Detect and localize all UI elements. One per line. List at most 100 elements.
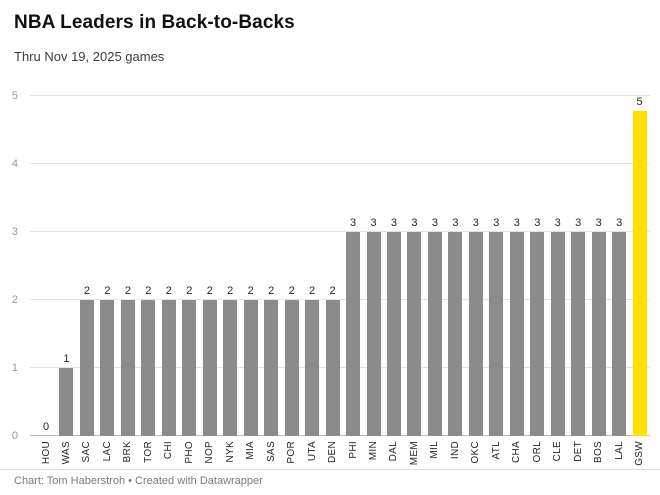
bar-group-phi: 3 PHI — [343, 96, 363, 466]
x-axis-label-brk: BRK — [122, 441, 134, 463]
y-axis: 0 1 2 3 4 5 — [0, 90, 26, 442]
gridline-3 — [30, 231, 650, 232]
x-axis-label-lac: LAC — [101, 441, 113, 462]
bar-group-lac: 2 LAC — [97, 96, 117, 466]
bar-column: 3 — [427, 96, 442, 436]
value-label-cle: 3 — [554, 217, 561, 229]
value-label-lac: 2 — [104, 285, 111, 297]
x-axis-label-chi: CHI — [163, 441, 175, 460]
bar-chart-plot: 0 HOU 1 WAS 2 SAC 2 LAC 2 BRK 2 TOR 2 CHI 2 PHO 2 NOP 2 NYK… — [30, 95, 650, 466]
gridline-0 — [30, 435, 650, 436]
value-label-was: 1 — [63, 353, 70, 365]
bar-pho — [182, 300, 197, 436]
bar-brk — [120, 300, 135, 436]
bar-group-okc: 3 OKC — [466, 96, 486, 466]
bar-gsw — [632, 111, 647, 436]
x-axis-label-mia: MIA — [245, 441, 257, 460]
value-label-por: 2 — [288, 285, 295, 297]
value-label-sac: 2 — [83, 285, 90, 297]
bar-column: 2 — [182, 96, 197, 436]
bar-group-por: 2 POR — [282, 96, 302, 466]
bar-orl — [530, 232, 545, 436]
value-label-brk: 2 — [124, 285, 131, 297]
bar-column: 2 — [161, 96, 176, 436]
x-axis-label-dal: DAL — [388, 441, 400, 462]
x-axis-label-bos: BOS — [593, 441, 605, 464]
bar-cle — [550, 232, 565, 436]
bar-lal — [612, 232, 627, 436]
gridline-5 — [30, 95, 650, 96]
bar-column: 2 — [202, 96, 217, 436]
bar-group-hou: 0 HOU — [36, 96, 56, 466]
value-label-mil: 3 — [431, 217, 438, 229]
bar-den — [325, 300, 340, 436]
bar-por — [284, 300, 299, 436]
bar-group-brk: 2 BRK — [118, 96, 138, 466]
value-label-chi: 2 — [165, 285, 172, 297]
x-axis-label-mem: MEM — [408, 441, 420, 466]
bar-group-lal: 3 LAL — [609, 96, 629, 466]
y-tick-label-2: 2 — [11, 294, 18, 306]
x-axis-label-uta: UTA — [306, 441, 318, 462]
bar-was — [59, 368, 74, 436]
bar-column: 2 — [79, 96, 94, 436]
x-axis-label-okc: OKC — [470, 441, 482, 464]
value-label-det: 3 — [575, 217, 582, 229]
x-axis-label-min: MIN — [368, 441, 379, 461]
y-tick-label-3: 3 — [11, 226, 18, 238]
bar-group-nyk: 2 NYK — [220, 96, 240, 466]
bar-mem — [407, 232, 422, 436]
bar-column: 2 — [141, 96, 156, 436]
value-label-hou: 0 — [42, 421, 50, 433]
value-label-phi: 3 — [349, 217, 357, 229]
bar-nyk — [223, 300, 238, 436]
value-label-cha: 3 — [513, 217, 520, 229]
value-label-atl: 3 — [493, 217, 500, 229]
value-label-sas: 2 — [268, 285, 275, 297]
bar-group-mia: 2 MIA — [241, 96, 261, 466]
gridline-2 — [30, 299, 650, 300]
x-axis-label-hou: HOU — [40, 441, 52, 465]
value-label-mem: 3 — [411, 217, 418, 229]
bar-okc — [468, 232, 483, 436]
bar-group-sac: 2 SAC — [77, 96, 97, 466]
chart-footer: Chart: Tom Haberstroh • Created with Dat… — [0, 468, 660, 495]
bar-group-mil: 3 MIL — [425, 96, 445, 466]
bar-sas — [264, 300, 279, 436]
bar-group-tor: 2 TOR — [138, 96, 158, 466]
x-axis-label-gsw: GSW — [634, 441, 646, 466]
chart-subtitle: Thru Nov 19, 2025 games — [14, 49, 165, 64]
bar-column: 3 — [407, 96, 422, 436]
bar-uta — [305, 300, 320, 436]
value-label-dal: 3 — [390, 217, 398, 229]
bar-chi — [161, 300, 176, 436]
bar-column: 2 — [305, 96, 320, 436]
bar-group-ind: 3 IND — [445, 96, 465, 466]
gridline-4 — [30, 163, 650, 164]
bar-column: 2 — [325, 96, 340, 436]
bar-group-atl: 3 ATL — [486, 96, 506, 466]
x-axis-label-phi: PHI — [347, 441, 359, 459]
bar-column: 3 — [489, 96, 504, 436]
value-label-mia: 2 — [247, 285, 254, 297]
x-axis-label-was: WAS — [60, 441, 72, 465]
gridline-1 — [30, 367, 650, 368]
value-label-uta: 2 — [309, 285, 316, 297]
bar-column: 1 — [59, 96, 74, 436]
bar-group-was: 1 WAS — [56, 96, 76, 466]
bar-column: 5 — [632, 96, 647, 436]
bar-min — [366, 232, 381, 436]
bar-nop — [202, 300, 217, 436]
bar-atl — [489, 232, 504, 436]
bar-column: 3 — [550, 96, 565, 436]
bar-group-uta: 2 UTA — [302, 96, 322, 466]
x-axis-label-lal: LAL — [613, 441, 625, 460]
value-label-lal: 3 — [616, 217, 623, 229]
bar-column: 0 — [39, 96, 53, 436]
value-label-bos: 3 — [595, 217, 602, 229]
value-label-orl: 3 — [534, 217, 541, 229]
bar-group-orl: 3 ORL — [527, 96, 547, 466]
x-axis-label-ind: IND — [449, 441, 461, 460]
bar-mil — [427, 232, 442, 436]
bar-group-dal: 3 DAL — [384, 96, 404, 466]
